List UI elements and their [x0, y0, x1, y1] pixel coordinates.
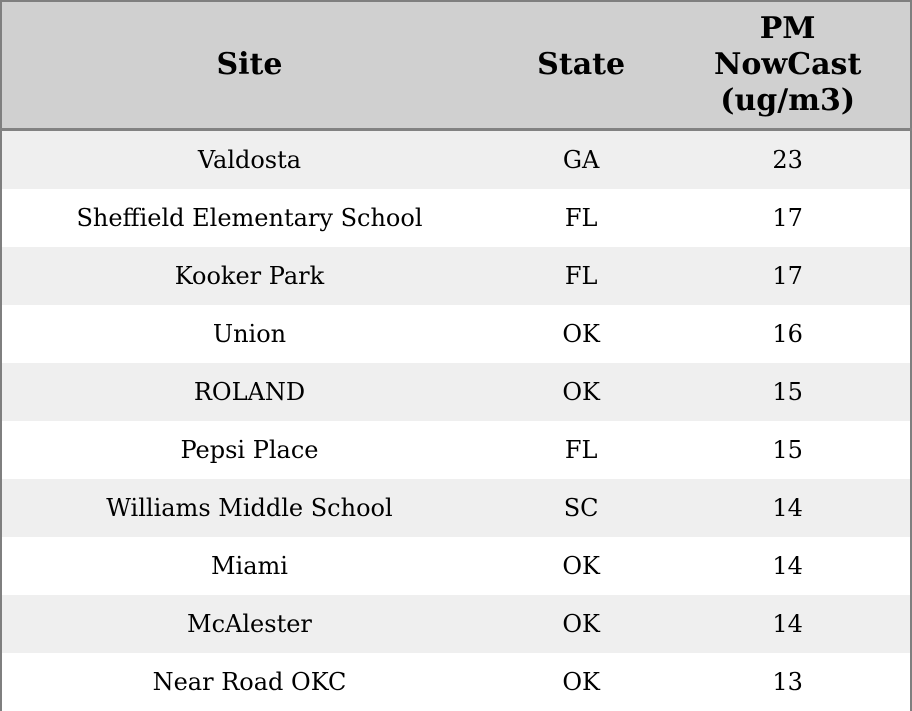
table-row: Union OK 16 [1, 305, 911, 363]
state-cell: FL [564, 262, 598, 290]
state-cell: OK [562, 320, 600, 348]
pm-value-cell: 23 [772, 146, 803, 174]
site-cell: Miami [210, 552, 288, 580]
state-cell: FL [564, 436, 598, 464]
table-row: Miami OK 14 [1, 537, 911, 595]
pm-value-cell: 17 [772, 262, 803, 290]
table-row: ROLAND OK 15 [1, 363, 911, 421]
site-cell: ROLAND [193, 378, 306, 406]
site-cell: Near Road OKC [152, 668, 347, 696]
column-header-pm-nowcast: PM NowCast (ug/m3) [665, 1, 911, 131]
site-cell: Kooker Park [174, 262, 325, 290]
table-row: Kooker Park FL 17 [1, 247, 911, 305]
pm-value-cell: 15 [772, 436, 803, 464]
state-cell: SC [563, 494, 599, 522]
pm-value-cell: 17 [772, 204, 803, 232]
site-cell: McAlester [187, 610, 312, 638]
state-cell: OK [562, 610, 600, 638]
pm-value-cell: 16 [772, 320, 803, 348]
pm-value-cell: 14 [772, 610, 803, 638]
site-cell: Valdosta [197, 146, 302, 174]
state-cell: GA [562, 146, 600, 174]
table-row: Pepsi Place FL 15 [1, 421, 911, 479]
table-row: Near Road OKC OK 13 [1, 653, 911, 711]
site-cell: Pepsi Place [180, 436, 319, 464]
column-header-state: State [496, 1, 666, 131]
site-cell: Union [212, 320, 287, 348]
table-row: Sheffield Elementary School FL 17 [1, 189, 911, 247]
table-header: Site State PM NowCast (ug/m3) [1, 1, 911, 131]
pm-value-cell: 14 [772, 552, 803, 580]
pm-value-cell: 14 [772, 494, 803, 522]
state-cell: FL [564, 204, 598, 232]
table-row: Williams Middle School SC 14 [1, 479, 911, 537]
state-cell: OK [562, 668, 600, 696]
header-row: Site State PM NowCast (ug/m3) [1, 1, 911, 131]
site-cell: Sheffield Elementary School [76, 204, 423, 232]
pm-value-cell: 13 [772, 668, 803, 696]
table-body: Valdosta GA 23 Sheffield Elementary Scho… [1, 129, 911, 711]
state-cell: OK [562, 552, 600, 580]
table-row: Valdosta GA 23 [1, 129, 911, 189]
state-cell: OK [562, 378, 600, 406]
column-header-site: Site [1, 1, 497, 131]
table-row: McAlester OK 14 [1, 595, 911, 653]
site-cell: Williams Middle School [106, 494, 393, 522]
pm-value-cell: 15 [772, 378, 803, 406]
